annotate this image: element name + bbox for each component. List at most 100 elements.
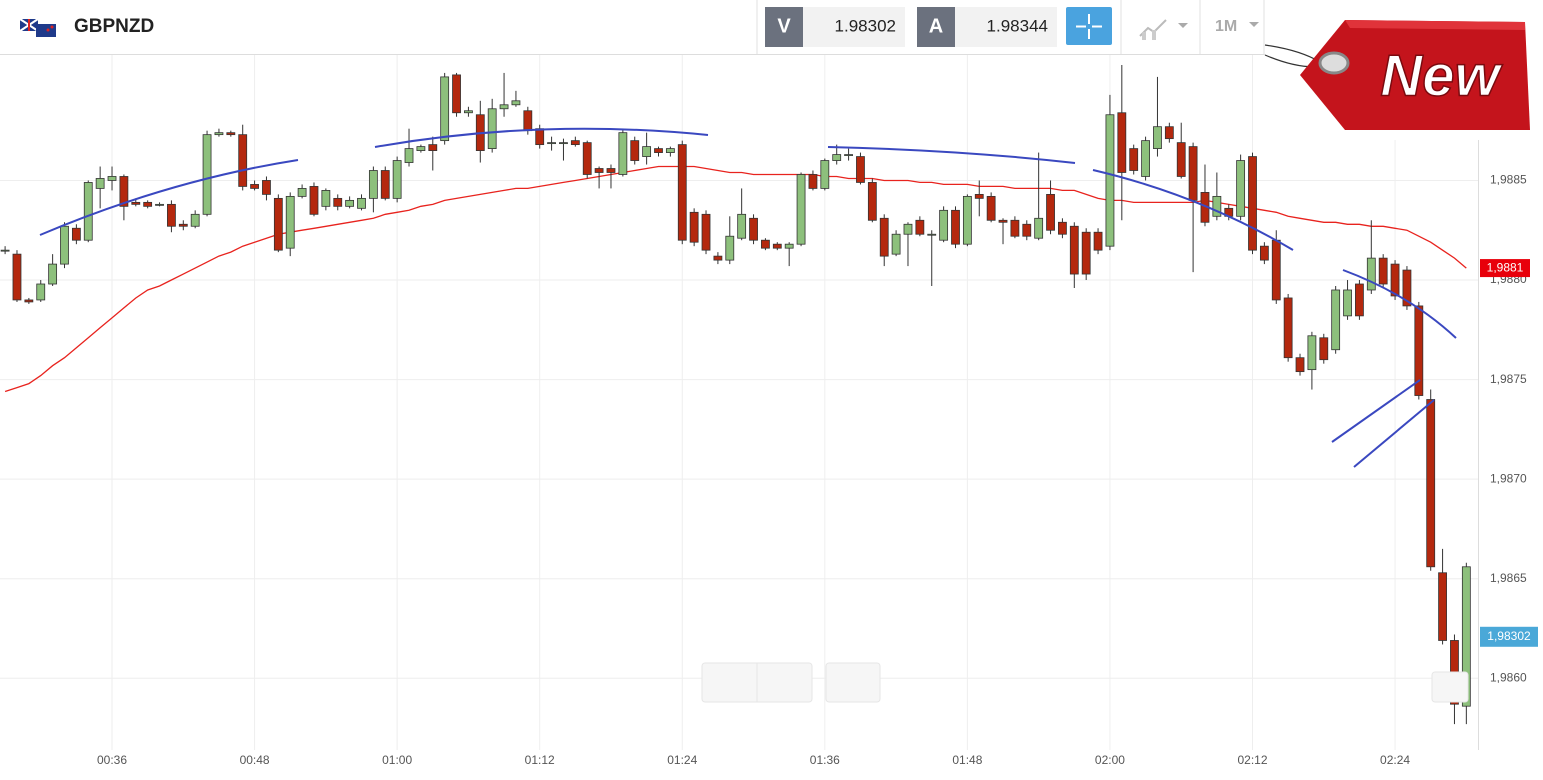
candle-body <box>1295 357 1305 373</box>
candle-body <box>856 156 865 183</box>
ma-tag-bg <box>1480 259 1530 278</box>
candle-body <box>808 174 818 189</box>
candle-body <box>12 253 22 301</box>
ask-button[interactable] <box>917 7 955 47</box>
candle-body <box>273 197 283 251</box>
candle-body <box>784 243 794 249</box>
candle-body <box>321 190 331 207</box>
candle-body <box>523 110 533 132</box>
candle-body <box>1390 263 1400 297</box>
candle-body <box>796 174 806 245</box>
candle-body <box>24 299 34 303</box>
candle-body <box>1414 305 1424 396</box>
candle-body <box>464 110 473 114</box>
last-tag-bg <box>1480 626 1538 647</box>
x-tick-label: 01:24 <box>667 753 697 767</box>
bid-label: V <box>777 15 791 37</box>
candle-body <box>297 188 307 197</box>
candle-body <box>1058 221 1067 235</box>
candle-body <box>689 211 699 243</box>
candle-body <box>618 132 628 175</box>
candle-body <box>761 239 770 249</box>
candle-body <box>345 199 355 207</box>
ma-tag: 1,9881 <box>1487 260 1524 274</box>
candle-body <box>974 193 984 199</box>
candle-body <box>0 249 10 252</box>
candle-body <box>725 235 735 261</box>
candle-body <box>1438 572 1447 641</box>
moving-average <box>4 165 1467 393</box>
candle-body <box>1378 257 1388 285</box>
x-tick-label: 00:36 <box>97 753 127 767</box>
candle-body <box>36 283 46 301</box>
candle-body <box>48 263 58 285</box>
candle-body <box>939 209 949 241</box>
candle-body <box>713 255 723 261</box>
candle-body <box>737 213 747 239</box>
badge-text: New <box>1380 43 1503 108</box>
candle-body <box>1236 160 1246 217</box>
x-tick-label: 01:00 <box>382 753 412 767</box>
candle-body <box>428 144 438 151</box>
scroll-controls[interactable] <box>701 662 1469 703</box>
candle-body <box>309 186 319 215</box>
candle-body <box>986 195 996 221</box>
x-tick-label: 00:48 <box>240 753 270 767</box>
candle-body <box>392 160 402 199</box>
candle-body <box>1188 146 1198 201</box>
symbol: GBPNZD <box>74 16 154 37</box>
candle-body <box>1283 297 1293 359</box>
timeframe[interactable]: 1M <box>1215 18 1237 35</box>
candle-body <box>891 233 901 255</box>
x-tick-label: 02:00 <box>1095 753 1125 767</box>
candle-body <box>238 134 248 187</box>
ask-label: A <box>929 15 943 37</box>
candle-body <box>95 178 105 189</box>
candle-body <box>962 195 972 245</box>
candle-body <box>1343 289 1352 317</box>
candle-body <box>131 201 141 205</box>
candle-body <box>1319 337 1329 361</box>
candle-body <box>1010 219 1020 237</box>
candle-body <box>1355 283 1364 317</box>
chart-type-button[interactable] <box>1139 19 1188 40</box>
candle-body <box>368 170 378 199</box>
candle-body <box>1129 148 1139 171</box>
bid-button[interactable] <box>765 7 803 47</box>
candle-body <box>665 148 675 153</box>
crosshair-button[interactable] <box>1066 7 1112 45</box>
bid-box <box>803 7 905 47</box>
candle-body <box>178 223 188 227</box>
plot: 1,98601,98651,98701,98751,98801,988500:3… <box>0 55 1538 767</box>
candle-body <box>262 180 271 195</box>
x-tick-label: 01:36 <box>810 753 840 767</box>
candle-body <box>511 100 521 106</box>
candle-body <box>167 203 176 227</box>
candle-body <box>749 217 758 241</box>
candle-body <box>630 140 640 161</box>
candle-body <box>380 170 390 199</box>
candle-body <box>357 197 366 209</box>
candle-body <box>951 209 960 245</box>
candle-body <box>677 144 687 241</box>
new-badge: New <box>1264 0 1543 140</box>
candle-body <box>107 176 117 181</box>
candle-body <box>1153 126 1162 149</box>
candle-body <box>582 142 592 175</box>
candle-body <box>998 219 1008 223</box>
flag <box>19 18 56 37</box>
candle-body <box>535 128 545 146</box>
candle-body <box>642 146 652 157</box>
candle-body <box>250 184 259 189</box>
trend-lines <box>39 127 1457 468</box>
candle-body <box>1461 566 1471 707</box>
candle-body <box>606 168 616 173</box>
ask-box <box>955 7 1057 47</box>
candle-body <box>1426 399 1436 568</box>
candle-body <box>499 104 509 110</box>
candle-body <box>60 225 69 265</box>
candle-body <box>1259 245 1269 261</box>
candle-body <box>452 74 461 114</box>
candle-body <box>1093 231 1103 251</box>
